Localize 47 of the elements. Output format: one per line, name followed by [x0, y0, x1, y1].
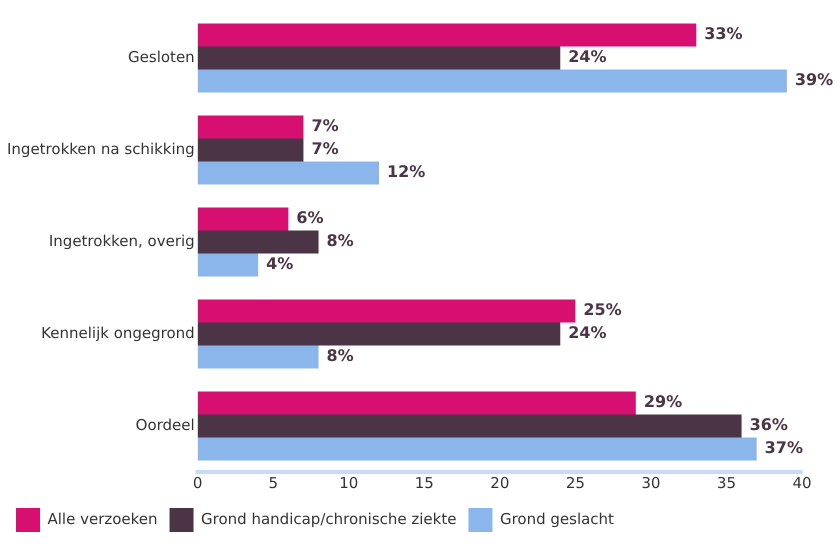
data-label: 25%	[583, 300, 622, 320]
data-label: 24%	[568, 47, 607, 66]
bar	[198, 70, 787, 92]
data-label: 33%	[704, 24, 743, 44]
data-label: 8%	[326, 346, 354, 366]
x-tick-label: 20	[490, 474, 510, 492]
legend-label: Grond geslacht	[500, 510, 614, 528]
bar	[198, 24, 696, 46]
x-tick-label: 0	[192, 474, 202, 492]
bar	[198, 162, 379, 184]
bar	[198, 254, 258, 276]
data-label: 37%	[764, 438, 803, 458]
x-tick-label: 40	[792, 474, 812, 492]
x-tick-label: 35	[716, 474, 736, 492]
legend-label: Alle verzoeken	[48, 510, 158, 528]
bar	[198, 230, 319, 254]
y-tick-label: Oordeel	[136, 416, 195, 434]
data-label: 39%	[794, 70, 834, 90]
data-label: 4%	[266, 254, 294, 274]
bar	[198, 438, 757, 460]
y-tick-label: Gesloten	[128, 48, 195, 66]
y-tick-label: Ingetrokken na schikking	[6, 140, 195, 158]
y-tick-label: Kennelijk ongegrond	[41, 324, 195, 342]
x-tick-label: 15	[414, 474, 434, 492]
bar	[198, 46, 560, 70]
bar	[198, 392, 636, 414]
bar	[198, 300, 576, 322]
data-label: 24%	[568, 323, 607, 342]
bar	[198, 208, 288, 230]
bar	[198, 346, 319, 368]
x-tick-label: 30	[641, 474, 660, 492]
y-tick-label: Ingetrokken, overig	[48, 232, 195, 250]
data-label: 8%	[326, 231, 354, 250]
bar	[198, 138, 304, 162]
bar	[198, 322, 560, 346]
x-tick-label: 5	[268, 474, 278, 492]
legend-label: Grond handicap/chronische ziekte	[201, 510, 456, 528]
bar	[198, 116, 304, 138]
x-tick-label: 10	[339, 474, 358, 492]
data-label: 29%	[644, 392, 682, 412]
bar	[198, 414, 742, 438]
data-label: 12%	[386, 162, 426, 182]
data-label: 36%	[750, 415, 788, 434]
data-label: 6%	[296, 208, 324, 228]
data-label: 7%	[311, 139, 339, 158]
data-label: 7%	[311, 116, 339, 136]
x-tick-label: 25	[566, 474, 585, 492]
